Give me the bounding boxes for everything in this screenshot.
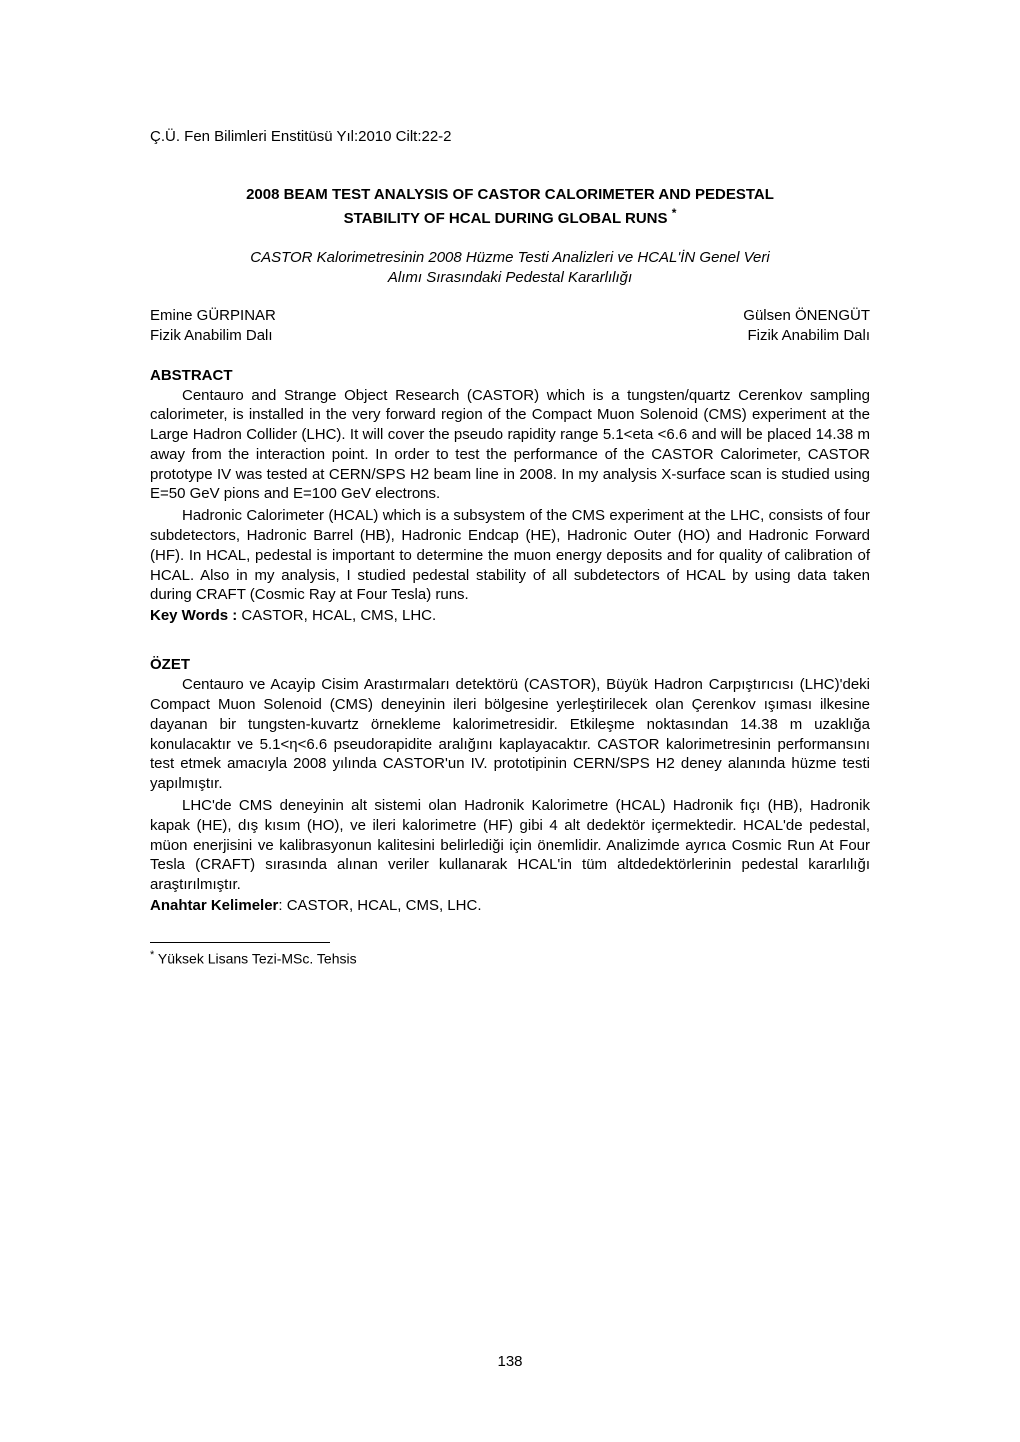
paper-subtitle: CASTOR Kalorimetresinin 2008 Hüzme Testi…	[150, 248, 870, 289]
abstract-heading: ABSTRACT	[150, 367, 870, 384]
abstract-paragraph-2: Hadronic Calorimeter (HCAL) which is a s…	[150, 506, 870, 605]
footnote: * Yüksek Lisans Tezi-MSc. Tehsis	[150, 949, 870, 967]
journal-header: Ç.Ü. Fen Bilimleri Enstitüsü Yıl:2010 Ci…	[150, 128, 870, 145]
subtitle-line-2: Alımı Sırasındaki Pedestal Kararlılığı	[150, 268, 870, 288]
title-footnote-marker: *	[672, 206, 677, 220]
page-number: 138	[0, 1353, 1020, 1370]
ozet-heading: ÖZET	[150, 656, 870, 673]
keywords-en-label: Key Words :	[150, 607, 241, 624]
title-line-2-text: STABILITY OF HCAL DURING GLOBAL RUNS	[344, 210, 668, 227]
footnote-rule	[150, 942, 330, 943]
keywords-en: Key Words : CASTOR, HCAL, CMS, LHC.	[150, 607, 870, 624]
subtitle-line-1: CASTOR Kalorimetresinin 2008 Hüzme Testi…	[150, 248, 870, 268]
author-left-name: Emine GÜRPINAR	[150, 306, 276, 326]
author-left: Emine GÜRPINAR Fizik Anabilim Dalı	[150, 306, 276, 347]
footnote-text: Yüksek Lisans Tezi-MSc. Tehsis	[154, 951, 356, 967]
ozet-paragraph-2: LHC'de CMS deneyinin alt sistemi olan Ha…	[150, 796, 870, 895]
page-container: Ç.Ü. Fen Bilimleri Enstitüsü Yıl:2010 Ci…	[0, 0, 1020, 1442]
title-line-2: STABILITY OF HCAL DURING GLOBAL RUNS *	[150, 205, 870, 229]
keywords-tr-value: : CASTOR, HCAL, CMS, LHC.	[278, 897, 481, 914]
keywords-en-value: CASTOR, HCAL, CMS, LHC.	[241, 607, 436, 624]
author-right-dept: Fizik Anabilim Dalı	[743, 326, 870, 346]
abstract-paragraph-1: Centauro and Strange Object Research (CA…	[150, 386, 870, 505]
paper-title: 2008 BEAM TEST ANALYSIS OF CASTOR CALORI…	[150, 185, 870, 230]
title-line-1: 2008 BEAM TEST ANALYSIS OF CASTOR CALORI…	[150, 185, 870, 205]
ozet-paragraph-1: Centauro ve Acayip Cisim Arastırmaları d…	[150, 675, 870, 794]
authors-row: Emine GÜRPINAR Fizik Anabilim Dalı Gülse…	[150, 306, 870, 347]
author-right: Gülsen ÖNENGÜT Fizik Anabilim Dalı	[743, 306, 870, 347]
keywords-tr-label: Anahtar Kelimeler	[150, 897, 278, 914]
author-left-dept: Fizik Anabilim Dalı	[150, 326, 276, 346]
keywords-tr: Anahtar Kelimeler: CASTOR, HCAL, CMS, LH…	[150, 897, 870, 914]
author-right-name: Gülsen ÖNENGÜT	[743, 306, 870, 326]
